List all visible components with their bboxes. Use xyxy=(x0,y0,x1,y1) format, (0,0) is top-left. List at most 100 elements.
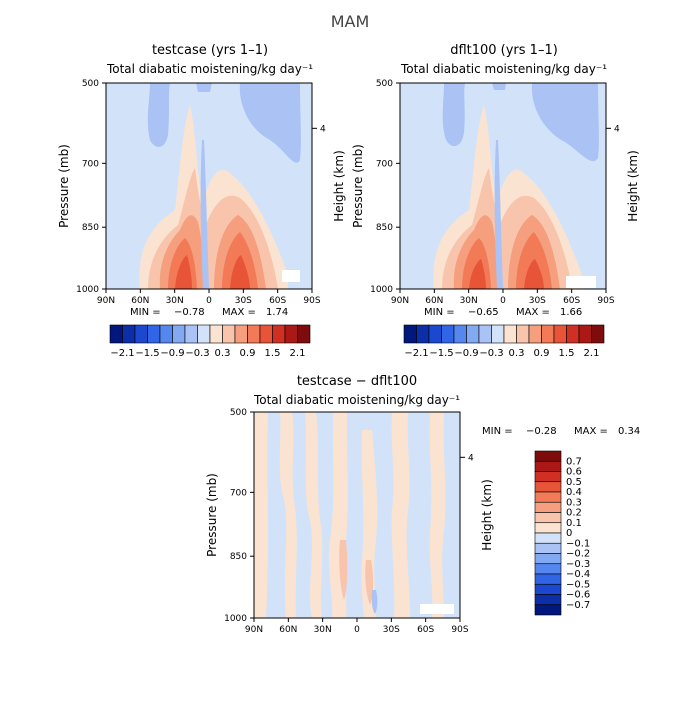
colorbar-label: 0.2 xyxy=(566,508,582,519)
y-tick-label: 850 xyxy=(376,223,393,233)
colorbar-swatch xyxy=(534,460,562,472)
contour-pos-band-02 xyxy=(279,412,297,618)
x-tick-label: 60S xyxy=(269,296,286,306)
min-value: −0.28 xyxy=(526,426,557,437)
y-axis-label: Pressure (mb) xyxy=(57,144,71,228)
min-value: −0.65 xyxy=(468,307,499,318)
y2-tick-label: 4 xyxy=(320,124,326,134)
y-axis-label: Pressure (mb) xyxy=(205,473,219,557)
contour-pos-band-03 xyxy=(305,412,323,618)
colorbar-swatch xyxy=(534,522,562,534)
contour-pos-07 xyxy=(175,255,192,289)
colorbar-swatch xyxy=(578,324,592,344)
colorbar-label: −2.1 xyxy=(110,348,134,359)
colorbar-swatch xyxy=(134,324,148,344)
colorbar-label: −0.7 xyxy=(566,600,590,611)
x-tick-label: 30N xyxy=(460,296,478,306)
contour-neg-north xyxy=(147,83,170,147)
colorbar-swatch xyxy=(428,324,442,344)
contour-neg-top xyxy=(492,83,506,90)
colorbar: −2.1 −1.5 −0.9 −0.3 0.3 0.9 1.5 2.1 xyxy=(109,324,311,359)
contour-missing xyxy=(282,270,300,282)
colorbar: 0.70.60.50.40.30.20.10−0.1−0.2−0.3−0.4−0… xyxy=(534,450,590,616)
colorbar-label: 0.1 xyxy=(566,518,582,529)
x-tick-label: 30S xyxy=(529,296,546,306)
colorbar-label: 0.3 xyxy=(566,497,582,508)
colorbar-label: −1.5 xyxy=(429,348,453,359)
y2-axis-label: Height (km) xyxy=(480,479,494,550)
min-label: MIN = xyxy=(424,307,455,318)
x-tick-label: 60N xyxy=(131,296,149,306)
colorbar-swatch xyxy=(478,324,492,344)
colorbar-swatch xyxy=(534,481,562,493)
y-tick-label: 700 xyxy=(82,159,99,169)
x-tick-label: 90N xyxy=(245,625,263,635)
max-value: 0.34 xyxy=(618,426,640,437)
contour-neg-equator xyxy=(200,140,209,289)
contour-field xyxy=(106,83,312,289)
x-tick-label: 0 xyxy=(206,296,212,306)
x-tick-label: 30S xyxy=(383,625,400,635)
figure-title: MAM xyxy=(331,12,370,31)
y-tick-label: 500 xyxy=(82,79,99,89)
colorbar-label: −2.1 xyxy=(404,348,428,359)
colorbar-swatch xyxy=(403,324,417,344)
contour-neg-north xyxy=(442,83,465,147)
y-tick-label: 850 xyxy=(230,552,247,562)
contour-missing xyxy=(420,604,454,614)
max-label: MAX = xyxy=(516,307,550,318)
colorbar-swatch xyxy=(466,324,480,344)
y2-axis-label: Height (km) xyxy=(626,150,640,221)
colorbar-swatch xyxy=(416,324,430,344)
axis-group: 90N 60N 30N 0 30S 60S 90S 500 700 850 1000 4 xyxy=(370,79,620,306)
colorbar-swatch xyxy=(284,324,298,344)
panel-testcase: testcase (yrs 1–1) Total diabatic moiste… xyxy=(57,43,346,359)
colorbar-swatch xyxy=(259,324,273,344)
contour-field xyxy=(400,83,606,289)
colorbar-swatch xyxy=(534,512,562,524)
panel-subtitle: Total diabatic moistening/kg day⁻¹ xyxy=(253,393,460,407)
x-tick-label: 0 xyxy=(500,296,506,306)
colorbar-label: −0.3 xyxy=(185,348,209,359)
contour-pos-08 xyxy=(524,259,544,289)
y2-tick-label: 4 xyxy=(614,124,620,134)
colorbar-swatch xyxy=(172,324,186,344)
axes-ticks: 90N 60N 30N 0 30S 60S 90S 500 700 850 1000 4 90N 60N 3… xyxy=(76,79,620,635)
colorbar-swatch xyxy=(491,324,505,344)
colorbar-swatch xyxy=(503,324,517,344)
x-tick-label: 90S xyxy=(597,296,614,306)
contour-pos-08 xyxy=(230,255,250,289)
colorbar-swatch xyxy=(222,324,236,344)
y-tick-label: 700 xyxy=(376,159,393,169)
x-tick-label: 0 xyxy=(354,625,360,635)
y2-tick-label: 4 xyxy=(468,453,474,463)
colorbar-label: −0.4 xyxy=(566,569,590,580)
contour-pos-band-06 xyxy=(391,412,410,618)
colorbar-label: −0.3 xyxy=(479,348,503,359)
min-value: −0.78 xyxy=(174,307,205,318)
x-tick-label: 60N xyxy=(279,625,297,635)
colorbar-swatch xyxy=(534,553,562,565)
y-tick-label: 1000 xyxy=(224,614,247,624)
y-tick-label: 1000 xyxy=(76,285,99,295)
colorbar-label: −0.3 xyxy=(566,559,590,570)
x-tick-label: 60S xyxy=(417,625,434,635)
colorbar-swatch xyxy=(272,324,286,344)
colorbar-swatch xyxy=(453,324,467,344)
colorbar-swatch xyxy=(534,604,562,616)
colorbar-label: −0.6 xyxy=(566,590,590,601)
panel-subtitle: Total diabatic moistening/kg day⁻¹ xyxy=(106,62,313,76)
colorbar-swatch xyxy=(184,324,198,344)
colorbar-swatch xyxy=(534,573,562,585)
y-tick-label: 700 xyxy=(230,488,247,498)
colorbar-label: 2.1 xyxy=(290,348,306,359)
colorbar-swatch xyxy=(534,532,562,544)
panel-title: testcase − dflt100 xyxy=(297,374,417,389)
colorbar-label: −0.9 xyxy=(454,348,478,359)
colorbar-label: 0.7 xyxy=(566,456,582,467)
colorbar-swatch xyxy=(516,324,530,344)
x-tick-label: 60N xyxy=(425,296,443,306)
colorbar: −2.1 −1.5 −0.9 −0.3 0.3 0.9 1.5 2.1 xyxy=(403,324,605,359)
contour-neg-south xyxy=(531,83,599,162)
